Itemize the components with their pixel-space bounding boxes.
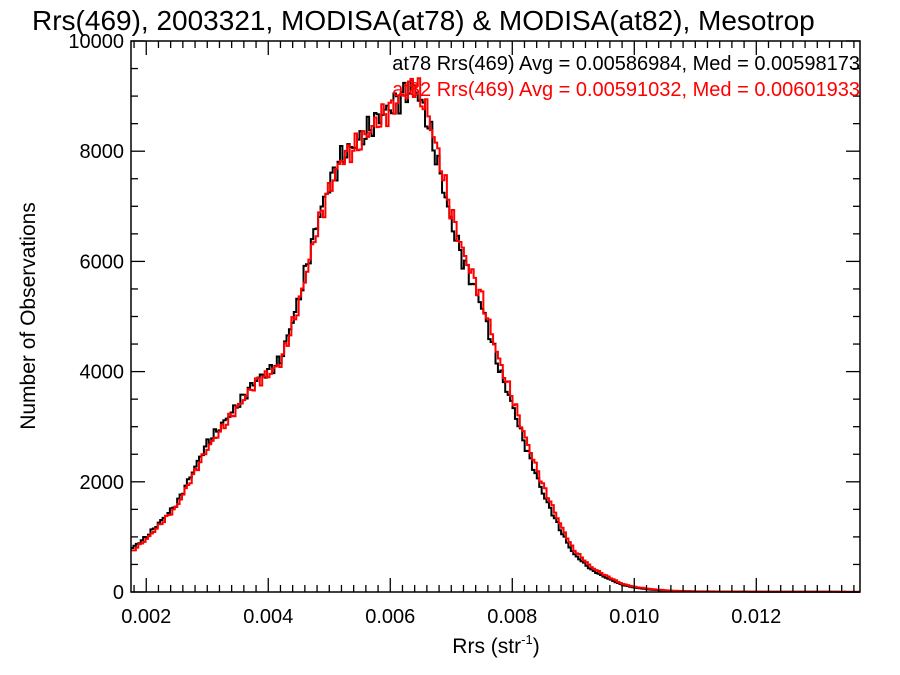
tick-labels-layer: 0.002 0.004 0.006 0.008 0.010 0.012 0 2000 4000 6… <box>68 31 781 628</box>
y-tick-label: 8000 <box>80 141 125 163</box>
x-axis-label-main: Rrs (str <box>452 635 521 658</box>
legend-at78: at78 Rrs(469) Avg = 0.00586984, Med = 0.… <box>392 53 860 75</box>
x-axis-label-close: ) <box>533 635 540 658</box>
chart-title: Rrs(469), 2003321, MODISA(at78) & MODISA… <box>32 5 815 36</box>
plot-frame <box>130 40 861 593</box>
legend-at82: at82 Rrs(469) Avg = 0.00591032, Med = 0.… <box>392 79 860 101</box>
x-tick-label: 0.008 <box>487 606 537 628</box>
y-axis-label: Number of Observations <box>17 202 40 430</box>
y-tick-label: 10000 <box>68 31 124 53</box>
y-tick-label: 4000 <box>80 362 125 384</box>
x-tick-label: 0.012 <box>731 606 781 628</box>
x-tick-label: 0.006 <box>365 606 415 628</box>
y-tick-label: 6000 <box>80 251 125 273</box>
x-tick-label: 0.004 <box>243 606 293 628</box>
y-tick-label: 0 <box>113 582 124 604</box>
x-tick-label: 0.002 <box>121 606 171 628</box>
x-axis-label: Rrs (str-1) <box>452 632 539 658</box>
x-axis-label-superscript: -1 <box>521 632 533 647</box>
x-tick-label: 0.010 <box>609 606 659 628</box>
y-tick-label: 2000 <box>80 472 125 494</box>
